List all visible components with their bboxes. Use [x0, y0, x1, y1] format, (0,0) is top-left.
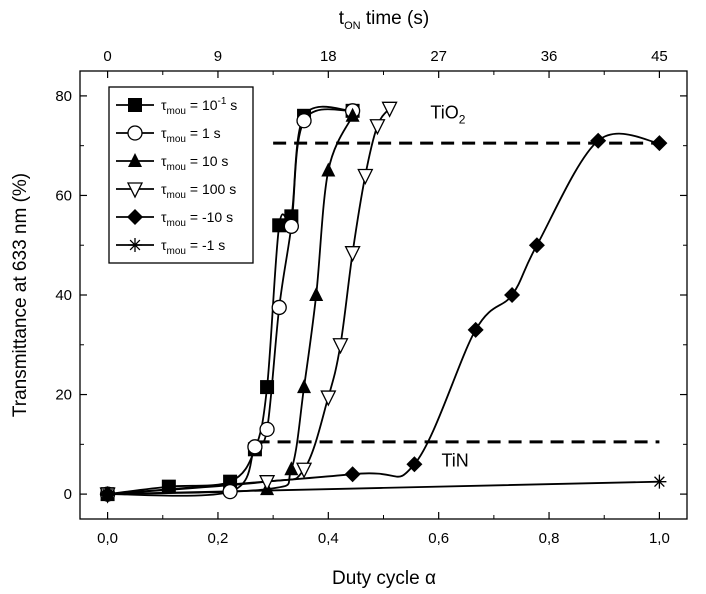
y-tick-label: 20 [55, 387, 72, 404]
legend: τmou = 10-1 s τmou = 1 s τmou = 10 s τmou =… [108, 86, 254, 264]
data-point [406, 456, 423, 473]
top-axis-title: tON time (s) [339, 8, 429, 32]
x-axis: 0,0 0,2 0,4 0,6 0,8 1,0 [97, 512, 670, 547]
y-tick-label: 80 [55, 88, 72, 105]
data-point [345, 107, 360, 122]
top-tick-label: 27 [430, 48, 447, 65]
data-point [357, 168, 374, 185]
y-axis: 0 20 40 60 80 [55, 88, 687, 503]
top-tick-label: 36 [541, 48, 558, 65]
legend-label: τmou = -10 s [161, 209, 233, 229]
data-point [126, 182, 144, 199]
annotation-label: TiO2 [430, 102, 465, 126]
data-point [309, 287, 324, 301]
data-point [369, 119, 386, 136]
data-point [271, 299, 287, 316]
data-point [590, 132, 607, 149]
data-point [528, 237, 545, 254]
x-axis-title: Duty cycle α [332, 568, 436, 589]
legend-label: τmou = 100 s [161, 181, 236, 201]
data-point [296, 113, 312, 129]
data-point [344, 466, 361, 483]
data-markers [99, 101, 668, 504]
data-point [283, 218, 299, 234]
legend-label: τmou = 1 s [161, 125, 221, 145]
x-tick-label: 0,4 [318, 530, 339, 547]
legend-label: τmou = -1 s [161, 237, 225, 257]
data-point [467, 321, 484, 338]
series-curve [107, 480, 660, 496]
data-point [295, 462, 313, 479]
data-point [381, 101, 398, 118]
top-tick-label: 18 [320, 48, 337, 65]
data-point [128, 238, 142, 252]
data-point [284, 461, 299, 476]
data-point [222, 483, 238, 500]
x-tick-label: 0,8 [539, 530, 560, 547]
data-point [321, 162, 336, 177]
annotation-label: TiN [441, 451, 468, 471]
y-tick-label: 40 [55, 287, 72, 304]
data-point [161, 479, 176, 494]
y-tick-label: 60 [55, 187, 72, 204]
top-axis: 0 9 18 27 36 45 [103, 48, 668, 78]
data-point [128, 98, 142, 112]
x-tick-label: 0,2 [208, 530, 229, 547]
top-tick-label: 0 [103, 48, 111, 65]
legend-label: τmou = 10 s [161, 153, 228, 173]
x-tick-label: 0,6 [428, 530, 449, 547]
data-point [127, 209, 143, 225]
data-point [259, 421, 275, 438]
top-tick-label: 9 [214, 48, 222, 65]
y-tick-label: 0 [64, 486, 72, 503]
data-point [100, 487, 115, 502]
data-point [504, 287, 521, 303]
x-tick-label: 0,0 [97, 530, 118, 547]
data-point [272, 218, 287, 233]
top-tick-label: 45 [651, 48, 668, 65]
y-axis-title: Transmittance at 633 nm (%) [10, 173, 31, 417]
data-point [127, 125, 143, 141]
legend-label: τmou = 10-1 s [161, 96, 237, 117]
x-tick-label: 1,0 [649, 530, 670, 547]
data-point [652, 474, 667, 489]
data-point [651, 135, 668, 152]
data-point [320, 390, 337, 407]
data-point [247, 439, 263, 455]
data-point [259, 475, 276, 492]
annotations: TiO2 TiN [430, 102, 468, 470]
data-point [344, 246, 361, 263]
data-point [297, 379, 312, 394]
data-point [128, 153, 142, 167]
data-point [260, 380, 275, 395]
data-point [332, 338, 349, 355]
legend-box [108, 86, 254, 264]
